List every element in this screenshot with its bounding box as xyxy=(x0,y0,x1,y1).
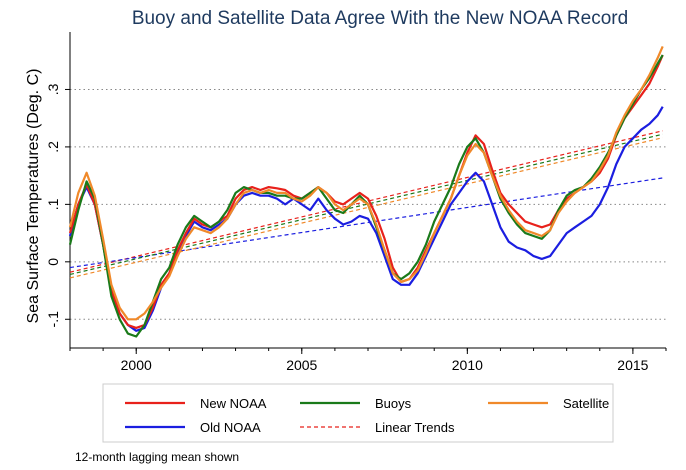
y-tick-label: .1 xyxy=(45,198,61,210)
y-tick-label: 0 xyxy=(45,258,61,266)
legend-label-old-noaa: Old NOAA xyxy=(200,420,261,435)
series-line-new-noaa xyxy=(68,54,664,329)
chart-title: Buoy and Satellite Data Agree With the N… xyxy=(132,8,628,29)
x-tick-label: 2010 xyxy=(452,357,483,373)
series-line-satellite xyxy=(68,45,664,321)
footnote: 12-month lagging mean shown xyxy=(75,450,240,464)
legend-label-linear-trends: Linear Trends xyxy=(375,420,455,435)
legend-label-buoys: Buoys xyxy=(375,396,412,411)
y-tick-label: -.1 xyxy=(45,311,61,328)
y-tick-label: .3 xyxy=(45,83,61,95)
legend: New NOAA Buoys Satellite Old NOAA Linear Tre… xyxy=(102,383,614,443)
x-tick-label: 2015 xyxy=(617,357,648,373)
trend-line-old-noaa xyxy=(69,177,663,269)
ticks: -.1 0 .1 .2 .3 2000 2005 2010 2015 xyxy=(45,83,667,373)
trend-line-satellite xyxy=(69,137,663,279)
legend-label-new-noaa: New NOAA xyxy=(200,396,267,411)
series-line-old-noaa xyxy=(68,106,664,332)
legend-label-satellite: Satellite xyxy=(563,396,609,411)
x-tick-label: 2005 xyxy=(286,357,317,373)
y-tick-label: .2 xyxy=(45,141,61,153)
series-lines xyxy=(68,45,664,338)
x-tick-label: 2000 xyxy=(121,357,152,373)
legend-box xyxy=(102,383,614,443)
y-axis-label: Sea Surface Temperatures (Deg. C) xyxy=(25,69,42,324)
